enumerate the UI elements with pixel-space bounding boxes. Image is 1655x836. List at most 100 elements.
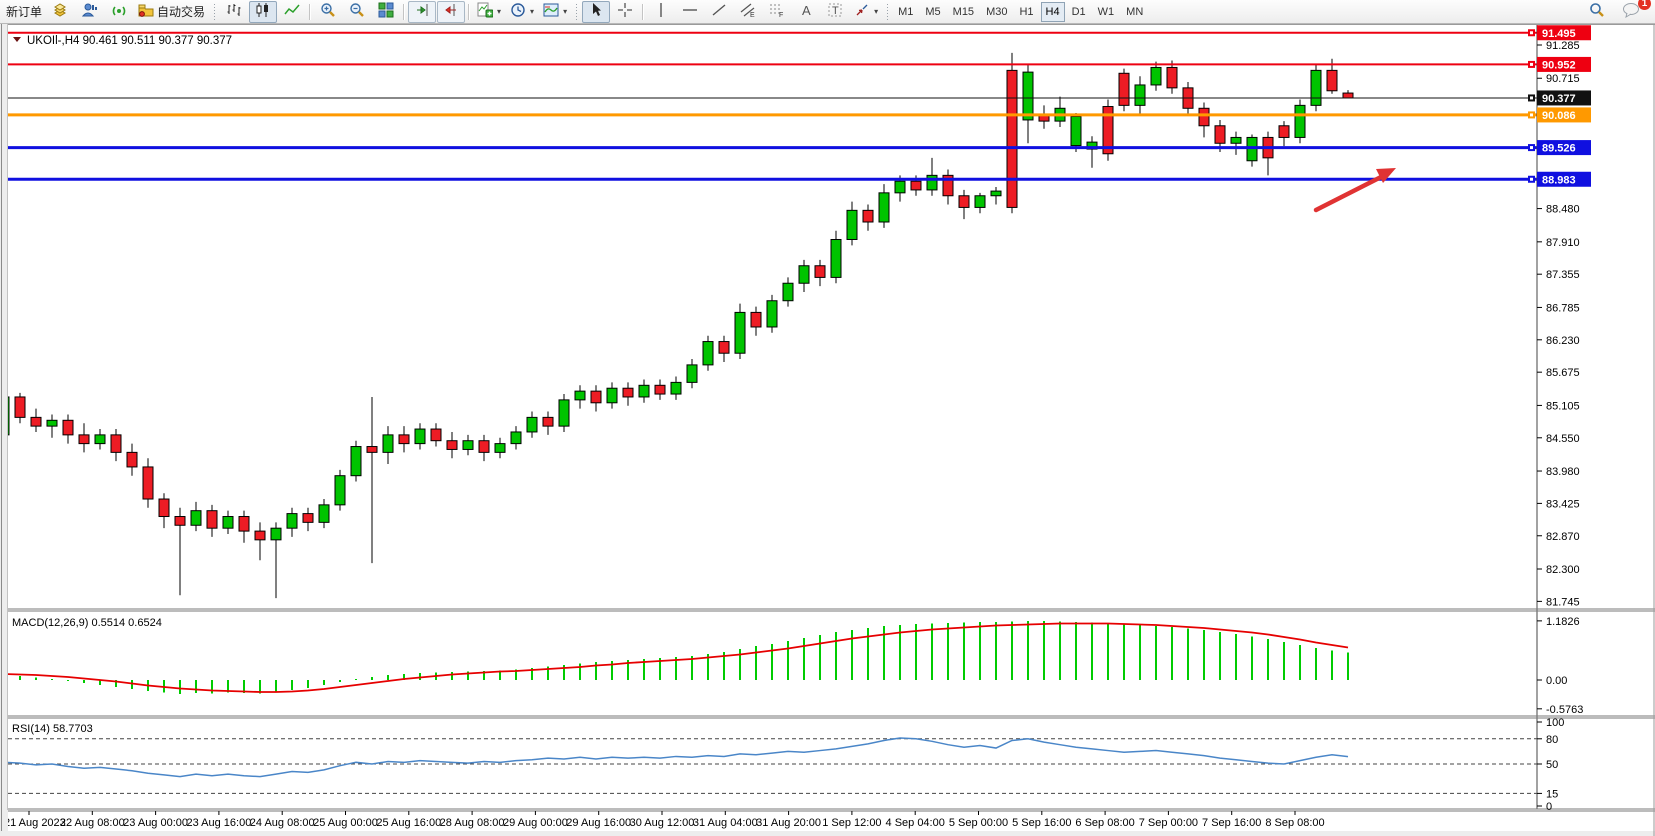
timeframes-button[interactable]: ▾ [506, 1, 538, 23]
toolbar-grip[interactable] [885, 3, 891, 20]
price-tag-box [1537, 56, 1591, 72]
toolbar-right-group: 1 [1583, 0, 1653, 23]
candle [1150, 66, 1162, 86]
time-axis-label[interactable]: 7 Sep 00:00 [1139, 817, 1198, 829]
templates-button[interactable]: ▾ [539, 1, 571, 23]
timeframe-button-M5[interactable]: M5 [925, 5, 941, 18]
time-axis-label[interactable]: 30 Aug 12:00 [630, 817, 695, 829]
equidistant-channel-tool-button[interactable]: E [734, 1, 762, 23]
time-axis-label[interactable]: 29 Aug 16:00 [566, 817, 631, 829]
candle [718, 341, 730, 354]
timeframe-button-H1[interactable]: H1 [1019, 5, 1034, 18]
candle [974, 195, 986, 208]
arrow-head-icon [1376, 168, 1396, 183]
tile-windows-icon [378, 2, 394, 21]
toolbar-grip[interactable] [574, 3, 580, 20]
vertical-line-tool-button[interactable] [647, 1, 675, 23]
candle [766, 300, 778, 328]
crosshair-icon [617, 2, 633, 21]
indicators-icon [477, 2, 494, 21]
search-button[interactable] [1583, 1, 1611, 23]
timeframe-button-D1[interactable]: D1 [1071, 5, 1086, 18]
timeframe-button-M1[interactable]: M1 [898, 5, 914, 18]
time-axis-label[interactable]: 5 Sep 00:00 [949, 817, 1008, 829]
time-axis-label[interactable]: 22 Aug 08:00 [60, 817, 125, 829]
tile-windows-button[interactable] [372, 1, 400, 23]
time-axis-label[interactable]: 31 Aug 04:00 [693, 817, 758, 829]
candle [1342, 92, 1354, 99]
time-axis-label[interactable]: 28 Aug 08:00 [440, 817, 505, 829]
price-tag-notch-center [1530, 31, 1533, 35]
indicators-button[interactable]: ▾ [473, 1, 505, 23]
candle [446, 440, 458, 450]
timeframe-button-M30[interactable]: M30 [986, 5, 1008, 18]
candle [1310, 69, 1322, 106]
market-watch-button[interactable] [76, 1, 104, 23]
candlestick-chart-type-button[interactable] [249, 0, 278, 23]
candle [670, 381, 682, 395]
line-chart-type-button[interactable] [278, 1, 306, 23]
text-label-tool-button[interactable]: T [821, 1, 849, 23]
new-order-button[interactable]: 新订单 [2, 1, 46, 23]
time-axis-label[interactable]: 7 Sep 16:00 [1202, 817, 1261, 829]
candle [686, 364, 698, 383]
timeframe-button-H4[interactable]: H4 [1040, 1, 1065, 22]
zoom-in-button[interactable] [314, 1, 342, 23]
chart-shift-button[interactable] [437, 0, 466, 23]
candle [142, 466, 154, 500]
timeframe-button-MN[interactable]: MN [1126, 5, 1144, 18]
time-axis-label[interactable]: 29 Aug 00:00 [503, 817, 568, 829]
signal-button[interactable] [105, 1, 133, 23]
candle [1294, 104, 1306, 138]
candle [782, 282, 794, 302]
timeframe-button-W1[interactable]: W1 [1097, 5, 1115, 18]
chart-title-group: UKOIl-,H4 90.461 90.511 90.377 90.377 [13, 35, 232, 47]
time-axis-label[interactable]: 21 Aug 2023 [4, 817, 66, 829]
candle [958, 195, 970, 208]
price-tag-box [1537, 107, 1591, 123]
candle [1246, 136, 1258, 162]
text-tool-button[interactable]: A [792, 1, 820, 23]
time-axis-label[interactable]: 6 Sep 08:00 [1075, 817, 1134, 829]
chart-list-button[interactable] [47, 1, 75, 23]
auto-trading-button[interactable]: 自动交易 [134, 1, 209, 23]
candle [542, 416, 554, 427]
crosshair-button[interactable] [611, 1, 639, 23]
time-axis-label[interactable]: 24 Aug 08:00 [250, 817, 315, 829]
candle [94, 434, 106, 445]
bar-chart-type-button[interactable] [220, 1, 248, 23]
main-toolbar: 新订单 自动交易 ▾ ▾ ▾ [0, 0, 1655, 24]
trendline-tool-button[interactable] [705, 1, 733, 23]
notifications-button[interactable]: 1 [1617, 0, 1651, 23]
timeframe-button-M15[interactable]: M15 [952, 5, 975, 18]
cursor-button[interactable] [582, 0, 611, 23]
arrows-tool-button[interactable]: ▾ [850, 1, 882, 23]
templates-dropdown-caret[interactable]: ▾ [563, 7, 568, 16]
time-axis-label[interactable]: 25 Aug 00:00 [313, 817, 378, 829]
time-axis-label[interactable]: 4 Sep 04:00 [886, 817, 945, 829]
zoom-out-icon [349, 2, 365, 21]
svg-text:F: F [779, 12, 783, 18]
price-axis-tick-label: 86.230 [1546, 335, 1580, 347]
annotation-arrow[interactable] [1313, 168, 1396, 213]
time-axis-label[interactable]: 23 Aug 16:00 [186, 817, 251, 829]
timeframes-dropdown-caret[interactable]: ▾ [530, 7, 535, 16]
zoom-out-button[interactable] [343, 1, 371, 23]
time-axis-label[interactable]: 5 Sep 16:00 [1012, 817, 1071, 829]
time-axis-label[interactable]: 23 Aug 00:00 [123, 817, 188, 829]
toolbar-grip[interactable] [212, 3, 218, 20]
indicators-dropdown-caret[interactable]: ▾ [497, 7, 502, 16]
time-axis-label[interactable]: 25 Aug 16:00 [376, 817, 441, 829]
candle [1134, 84, 1146, 106]
auto-scroll-button[interactable] [408, 0, 437, 23]
time-axis-label[interactable]: 8 Sep 08:00 [1265, 817, 1324, 829]
time-axis-label[interactable]: 1 Sep 12:00 [822, 817, 881, 829]
macd-signal-line [8, 622, 1349, 693]
horizontal-line-tool-button[interactable] [676, 1, 704, 23]
arrows-dropdown-caret[interactable]: ▾ [874, 7, 879, 16]
price-tag-89.526: 89.526 [1528, 140, 1591, 156]
arrow-shaft[interactable] [1313, 174, 1384, 213]
time-axis-label[interactable]: 31 Aug 20:00 [756, 817, 821, 829]
fibonacci-tool-button[interactable]: F [763, 1, 791, 23]
